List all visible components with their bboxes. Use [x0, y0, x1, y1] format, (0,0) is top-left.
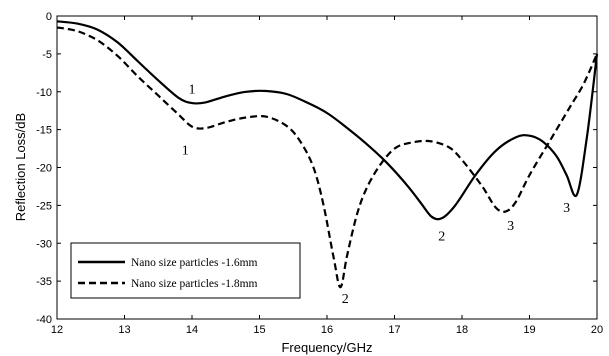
x-tick-label: 14	[186, 324, 198, 336]
curve-annotation: 1	[182, 143, 189, 158]
x-tick-label: 18	[456, 324, 468, 336]
x-tick-label: 19	[523, 324, 535, 336]
annotation-layer: 1 1 2 2 3 3	[182, 83, 570, 307]
x-tick-label: 17	[388, 324, 400, 336]
legend-entry: Nano size particles -1.6mm	[131, 257, 258, 269]
ticks-layer: 12 13 14 15 16 17 18 19 200-5-10-15-20-25-30-35-…	[36, 11, 603, 336]
x-axis-title: Frequency/GHz	[281, 340, 372, 355]
curve-annotation: 3	[507, 219, 514, 234]
y-axis-title: Reflection Loss/dB	[13, 113, 28, 221]
x-tick-label: 15	[253, 324, 265, 336]
y-tick-label: -40	[36, 314, 52, 326]
y-tick-label: 0	[46, 11, 52, 23]
y-tick-label: -25	[36, 200, 52, 212]
curve-annotation: 2	[438, 230, 445, 245]
series-layer	[56, 20, 599, 289]
y-tick-label: -5	[42, 49, 52, 61]
legend-box	[70, 242, 301, 299]
x-tick-label: 16	[321, 324, 333, 336]
series-line-1	[56, 20, 599, 221]
x-tick-label: 12	[51, 324, 63, 336]
x-tick-label: 13	[118, 324, 130, 336]
y-tick-label: -15	[36, 125, 52, 137]
y-tick-label: -30	[36, 238, 52, 250]
curve-annotation: 3	[563, 201, 570, 216]
legend: Nano size particles -1.6mm Nano size par…	[70, 242, 301, 299]
series-line-2	[56, 26, 599, 289]
x-tick-label: 20	[591, 324, 603, 336]
y-tick-label: -35	[36, 276, 52, 288]
y-tick-label: -10	[36, 87, 52, 99]
y-tick-label: -20	[36, 163, 52, 175]
curve-annotation: 1	[189, 83, 196, 98]
legend-entry: Nano size particles -1.8mm	[131, 278, 258, 290]
curve-annotation: 2	[342, 292, 349, 307]
